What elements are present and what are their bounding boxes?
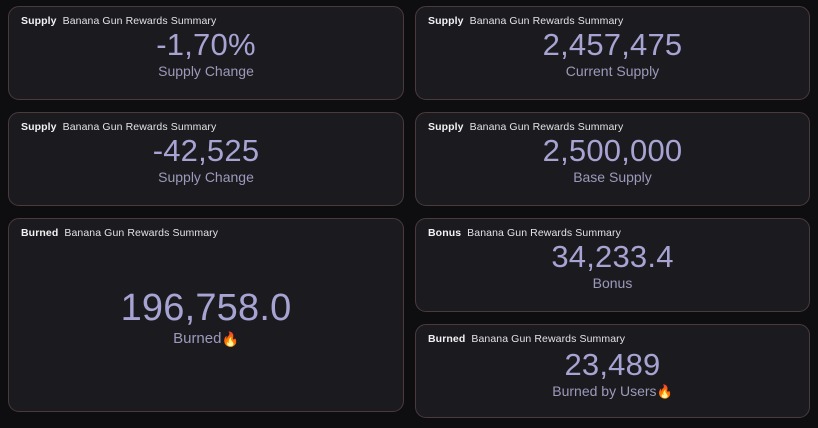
card-body: -42,525 Supply Change bbox=[21, 133, 391, 196]
card-header: Supply Banana Gun Rewards Summary bbox=[21, 16, 391, 27]
card-source-label: Banana Gun Rewards Summary bbox=[471, 333, 626, 345]
fire-icon: 🔥 bbox=[656, 384, 673, 400]
metric-label-text: Bonus bbox=[592, 274, 633, 291]
metric-label: Supply Change bbox=[158, 169, 254, 187]
card-header: Bonus Banana Gun Rewards Summary bbox=[428, 228, 797, 239]
metric-label: Supply Change bbox=[158, 63, 254, 81]
card-source-label: Banana Gun Rewards Summary bbox=[62, 121, 217, 133]
card-source-label: Banana Gun Rewards Summary bbox=[467, 227, 621, 239]
metric-label: Burned 🔥 bbox=[173, 330, 239, 349]
metric-card-bonus[interactable]: Bonus Banana Gun Rewards Summary 34,233.… bbox=[415, 218, 810, 312]
card-header: Supply Banana Gun Rewards Summary bbox=[428, 16, 797, 27]
left-column: Supply Banana Gun Rewards Summary -1,70%… bbox=[8, 6, 404, 418]
metric-label-text: Burned by Users bbox=[552, 382, 657, 399]
right-column: Supply Banana Gun Rewards Summary 2,457,… bbox=[415, 6, 810, 418]
metric-value: -1,70% bbox=[156, 27, 256, 63]
card-kind-label: Supply bbox=[21, 121, 57, 133]
metric-label-text: Base Supply bbox=[573, 168, 652, 185]
metric-label-text: Supply Change bbox=[158, 62, 254, 79]
metric-label-text: Burned bbox=[173, 329, 222, 347]
card-header: Burned Banana Gun Rewards Summary bbox=[428, 334, 797, 345]
metric-card-supply-change-percent[interactable]: Supply Banana Gun Rewards Summary -1,70%… bbox=[8, 6, 404, 100]
metric-label-text: Current Supply bbox=[565, 62, 660, 79]
metric-value: -42,525 bbox=[152, 133, 260, 169]
card-kind-label: Burned bbox=[428, 333, 466, 345]
metric-label: Bonus bbox=[593, 275, 633, 293]
card-body: 23,489 Burned by Users 🔥 bbox=[428, 345, 797, 408]
metric-card-base-supply[interactable]: Supply Banana Gun Rewards Summary 2,500,… bbox=[415, 112, 810, 206]
metric-value: 2,457,475 bbox=[542, 27, 683, 63]
card-body: 34,233.4 Bonus bbox=[428, 239, 797, 302]
card-source-label: Banana Gun Rewards Summary bbox=[469, 121, 624, 133]
card-source-label: Banana Gun Rewards Summary bbox=[62, 15, 217, 27]
card-body: 196,758.0 Burned 🔥 bbox=[21, 239, 391, 402]
metric-label: Burned by Users 🔥 bbox=[552, 383, 672, 401]
card-body: 2,457,475 Current Supply bbox=[428, 27, 797, 90]
metric-card-burned-by-users[interactable]: Burned Banana Gun Rewards Summary 23,489… bbox=[415, 324, 810, 418]
card-source-label: Banana Gun Rewards Summary bbox=[64, 227, 219, 239]
card-header: Burned Banana Gun Rewards Summary bbox=[21, 228, 391, 239]
metric-label: Base Supply bbox=[573, 169, 652, 187]
metric-label: Current Supply bbox=[566, 63, 659, 81]
metric-value: 196,758.0 bbox=[120, 286, 292, 329]
metric-card-supply-change-absolute[interactable]: Supply Banana Gun Rewards Summary -42,52… bbox=[8, 112, 404, 206]
metric-label-text: Supply Change bbox=[158, 168, 254, 185]
card-header: Supply Banana Gun Rewards Summary bbox=[428, 122, 797, 133]
fire-icon: 🔥 bbox=[221, 331, 239, 348]
card-body: -1,70% Supply Change bbox=[21, 27, 391, 90]
card-header: Supply Banana Gun Rewards Summary bbox=[21, 122, 391, 133]
metric-card-burned[interactable]: Burned Banana Gun Rewards Summary 196,75… bbox=[8, 218, 404, 412]
card-kind-label: Burned bbox=[21, 227, 59, 239]
metric-value: 23,489 bbox=[564, 347, 661, 383]
metric-value: 2,500,000 bbox=[542, 133, 683, 169]
card-kind-label: Supply bbox=[428, 121, 464, 133]
metric-value: 34,233.4 bbox=[551, 239, 674, 275]
card-kind-label: Supply bbox=[428, 15, 464, 27]
card-kind-label: Bonus bbox=[428, 227, 462, 239]
metric-card-current-supply[interactable]: Supply Banana Gun Rewards Summary 2,457,… bbox=[415, 6, 810, 100]
card-body: 2,500,000 Base Supply bbox=[428, 133, 797, 196]
card-kind-label: Supply bbox=[21, 15, 57, 27]
card-source-label: Banana Gun Rewards Summary bbox=[469, 15, 624, 27]
